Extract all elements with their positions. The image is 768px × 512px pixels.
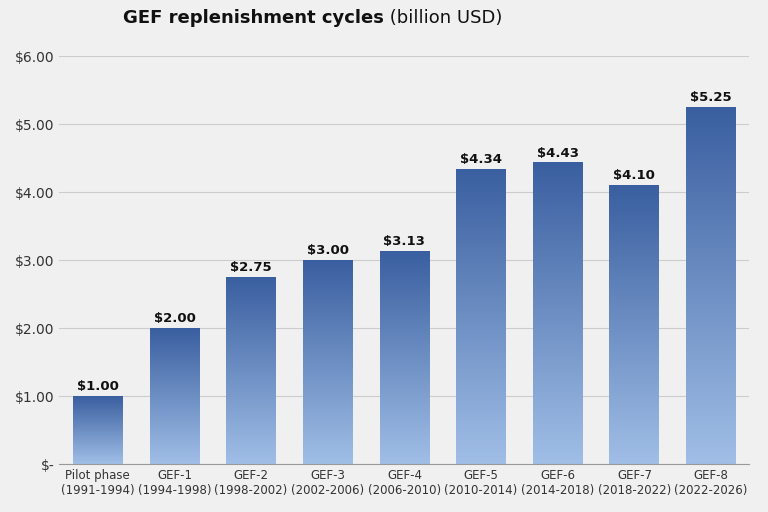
Text: $2.00: $2.00 xyxy=(154,312,195,325)
Text: $3.00: $3.00 xyxy=(306,244,349,257)
Text: $5.25: $5.25 xyxy=(690,91,732,104)
Text: GEF replenishment cycles: GEF replenishment cycles xyxy=(123,9,384,27)
Text: $2.75: $2.75 xyxy=(230,261,272,274)
Text: $4.43: $4.43 xyxy=(537,146,579,160)
Text: $3.13: $3.13 xyxy=(383,235,425,248)
Text: $1.00: $1.00 xyxy=(77,380,119,393)
Text: $4.10: $4.10 xyxy=(614,169,655,182)
Text: $4.34: $4.34 xyxy=(460,153,502,166)
Text: (billion USD): (billion USD) xyxy=(384,9,502,27)
